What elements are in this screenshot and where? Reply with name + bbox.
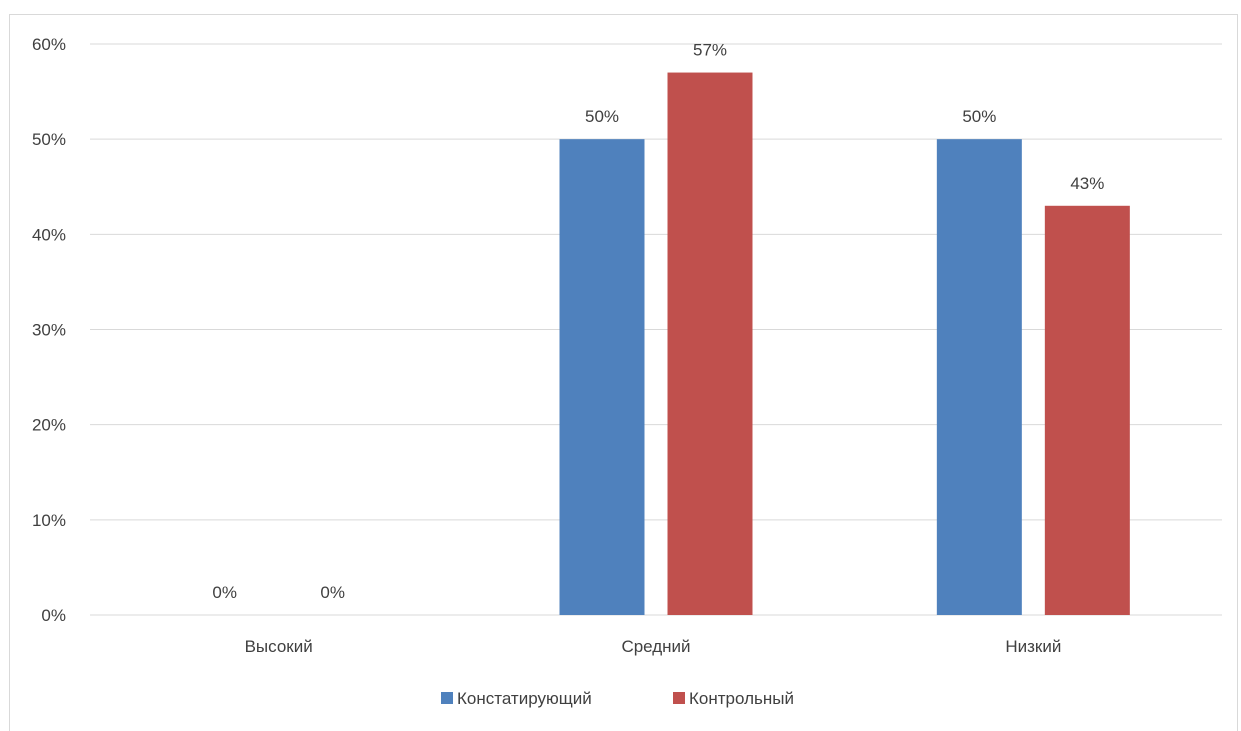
y-tick-label: 20% — [32, 416, 66, 435]
legend: Констатирующий Контрольный — [441, 689, 794, 708]
data-labels: 0% 0% 50% 57% 50% 43% — [212, 41, 1104, 602]
bar-kontrolnyy — [1044, 205, 1130, 616]
legend-swatch — [673, 692, 685, 704]
gridlines — [90, 43, 1222, 616]
y-tick-label: 30% — [32, 321, 66, 340]
x-tick-label: Средний — [621, 637, 690, 656]
bar-kontrolnyy — [667, 72, 753, 616]
data-label: 50% — [962, 107, 996, 126]
data-label: 50% — [585, 107, 619, 126]
data-label: 0% — [212, 583, 237, 602]
x-tick-label: Низкий — [1005, 637, 1061, 656]
bars — [559, 72, 1130, 616]
bar-konstatiruyushchiy — [936, 139, 1022, 615]
y-tick-label: 60% — [32, 35, 66, 54]
y-tick-label: 50% — [32, 130, 66, 149]
data-label: 43% — [1070, 174, 1104, 193]
legend-swatch — [441, 692, 453, 704]
x-axis-tick-labels: Высокий Средний Низкий — [245, 637, 1062, 656]
data-label: 0% — [320, 583, 345, 602]
bar-konstatiruyushchiy — [559, 139, 645, 615]
legend-label: Констатирующий — [457, 689, 592, 708]
x-tick-label: Высокий — [245, 637, 313, 656]
y-axis-tick-labels: 0% 10% 20% 30% 40% 50% 60% — [32, 35, 66, 625]
y-tick-label: 0% — [41, 606, 66, 625]
data-label: 57% — [693, 41, 727, 60]
y-tick-label: 10% — [32, 511, 66, 530]
legend-label: Контрольный — [689, 689, 794, 708]
y-tick-label: 40% — [32, 225, 66, 244]
